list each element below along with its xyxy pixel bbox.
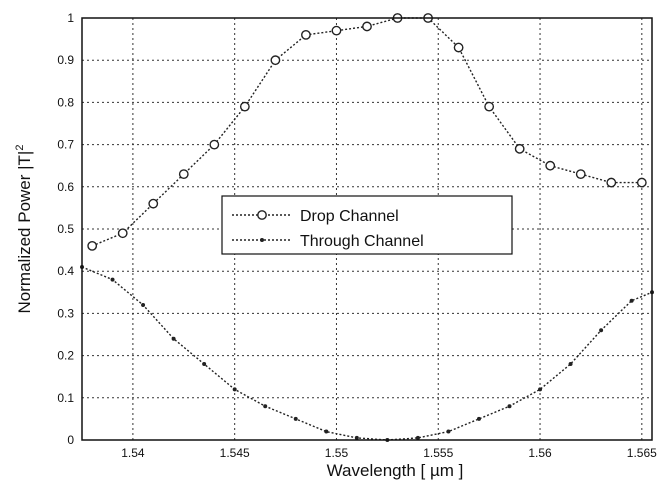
data-point-drop: [636, 177, 647, 188]
data-point-drop: [484, 101, 495, 112]
data-point-through: [324, 429, 329, 434]
data-point-through: [232, 387, 237, 392]
x-tick-label: 1.545: [220, 446, 250, 460]
data-point-drop: [239, 101, 250, 112]
data-point-through: [629, 298, 634, 303]
data-point-through: [415, 435, 420, 440]
data-point-through: [599, 328, 604, 333]
data-point-through: [171, 336, 176, 341]
data-point-through: [507, 404, 512, 409]
y-tick-label: 0.7: [57, 138, 74, 152]
data-point-through: [354, 435, 359, 440]
data-point-drop: [453, 42, 464, 53]
data-point-drop: [362, 21, 372, 32]
legend-label-through: Through Channel: [300, 233, 424, 250]
data-point-through: [293, 416, 298, 421]
data-point-drop: [87, 240, 98, 251]
x-tick-label: 1.565: [627, 446, 657, 460]
series-line-1: [81, 266, 653, 441]
x-tick-label: 1.555: [423, 446, 453, 460]
legend-box: [221, 195, 513, 255]
data-point-through: [538, 387, 543, 392]
data-point-through: [446, 429, 451, 434]
data-point-drop: [209, 139, 220, 150]
y-tick-label: 0.2: [57, 349, 74, 363]
y-tick-label: 1: [67, 11, 74, 25]
x-tick-label: 1.54: [121, 446, 145, 460]
legend-label-drop: Drop Channel: [300, 208, 399, 225]
legend: Drop Channel Through Channel: [221, 195, 513, 255]
x-tick-label: 1.56: [528, 446, 552, 460]
x-tick-label: 1.55: [325, 446, 349, 460]
y-axis-label: Normalized Power |T|2: [14, 145, 34, 314]
plot-frame: [81, 17, 653, 441]
data-point-through: [263, 404, 268, 409]
y-tick-label: 0.5: [57, 222, 74, 236]
data-point-drop: [117, 228, 128, 239]
y-tick-label: 0.8: [57, 95, 74, 109]
data-point-drop: [301, 29, 311, 40]
data-point-drop: [178, 169, 189, 180]
data-point-drop: [545, 160, 556, 171]
grid: [82, 18, 652, 440]
legend-marker-through: [260, 238, 264, 242]
y-tick-label: 0.9: [57, 53, 74, 67]
data-point-drop: [514, 143, 525, 154]
legend-marker-drop: [257, 210, 267, 220]
y-tick-label: 0.3: [57, 306, 74, 320]
data-point-drop: [575, 169, 586, 180]
y-axis-label-superscript: 2: [14, 145, 26, 151]
y-tick-label: 0.4: [57, 264, 74, 278]
series-layer: [80, 13, 654, 442]
tick-labels: 1.54 1.545 1.55 1.555 1.56 1.565 0 0.1 0.2 0.3 0.4…: [57, 11, 657, 460]
data-point-through: [568, 362, 573, 367]
y-axis-label-main: Normalized Power |T|: [15, 151, 34, 314]
data-point-through: [110, 277, 115, 282]
data-point-drop: [606, 177, 617, 188]
data-point-drop: [270, 55, 281, 66]
data-point-drop: [148, 198, 159, 209]
data-point-through: [202, 362, 207, 367]
y-tick-label: 0.6: [57, 180, 74, 194]
data-point-drop: [331, 25, 342, 36]
data-point-through: [141, 302, 146, 307]
y-tick-label: 0: [67, 433, 74, 447]
y-tick-label: 0.1: [57, 391, 74, 405]
data-point-through: [476, 416, 481, 421]
x-axis-label: Wavelength [ µm ]: [327, 461, 464, 480]
